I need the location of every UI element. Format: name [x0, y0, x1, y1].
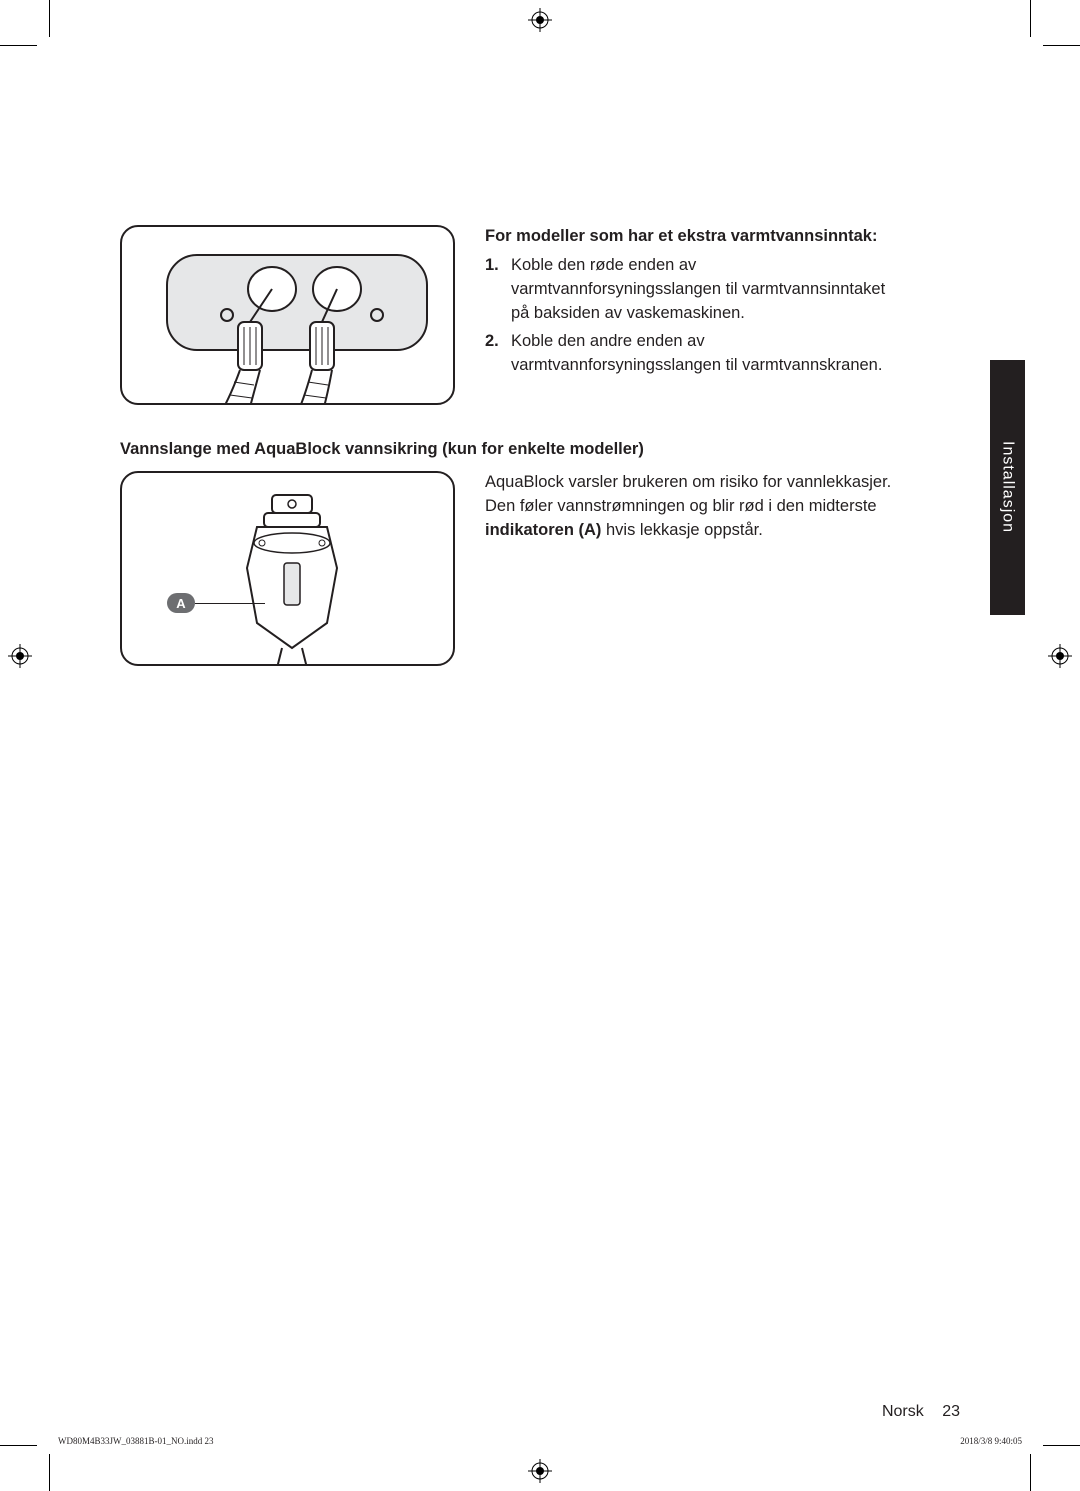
subsection-heading: Vannslange med AquaBlock vannsikring (ku… — [120, 440, 895, 459]
instruction-step: 1. Koble den røde enden av varmtvannfors… — [485, 254, 895, 326]
section-heading: For modeller som har et ekstra varmtvann… — [485, 225, 895, 248]
section-tab: Installasjon — [990, 360, 1025, 615]
crop-mark — [1030, 1454, 1031, 1491]
section-text: For modeller som har et ekstra varmtvann… — [485, 225, 895, 405]
print-meta-footer: WD80M4B33JW_03881B-01_NO.indd 23 2018/3/… — [58, 1436, 1022, 1446]
page-footer: Norsk 23 — [882, 1403, 960, 1421]
step-text: Koble den røde enden av varmtvannforsyni… — [511, 256, 885, 322]
meta-timestamp: 2018/3/8 9:40:05 — [960, 1436, 1022, 1446]
registration-mark-icon — [528, 8, 552, 32]
step-number: 1. — [485, 254, 499, 278]
instruction-list: 1. Koble den røde enden av varmtvannfors… — [485, 254, 895, 378]
registration-mark-icon — [1048, 644, 1072, 668]
crop-mark — [49, 1454, 50, 1491]
callout-leader-line — [195, 603, 265, 604]
figure-hot-water-connection — [120, 225, 455, 405]
meta-filename: WD80M4B33JW_03881B-01_NO.indd 23 — [58, 1436, 214, 1446]
crop-mark — [1030, 0, 1031, 37]
page-content: For modeller som har et ekstra varmtvann… — [120, 225, 895, 701]
section-aquablock: A AquaBlock varsler brukeren om risiko f… — [120, 471, 895, 666]
body-text: AquaBlock varsler brukeren om risiko for… — [485, 473, 891, 515]
crop-mark — [1043, 1445, 1080, 1446]
instruction-step: 2. Koble den andre enden av varmtvannfor… — [485, 330, 895, 378]
callout-label: A — [167, 593, 195, 613]
body-text-bold: indikatoren (A) — [485, 521, 601, 539]
footer-language: Norsk — [882, 1403, 924, 1420]
figure-aquablock: A — [120, 471, 455, 666]
body-text: hvis lekkasje oppstår. — [601, 521, 762, 539]
step-number: 2. — [485, 330, 499, 354]
crop-mark — [0, 45, 37, 46]
crop-mark — [1043, 45, 1080, 46]
section-tab-label: Installasjon — [999, 441, 1017, 533]
crop-mark — [0, 1445, 37, 1446]
footer-page-number: 23 — [942, 1403, 960, 1420]
step-text: Koble den andre enden av varmtvannforsyn… — [511, 332, 882, 374]
crop-mark — [49, 0, 50, 37]
section-hot-water-inlet: For modeller som har et ekstra varmtvann… — [120, 225, 895, 405]
section-text: AquaBlock varsler brukeren om risiko for… — [485, 471, 895, 666]
registration-mark-icon — [8, 644, 32, 668]
registration-mark-icon — [528, 1459, 552, 1483]
